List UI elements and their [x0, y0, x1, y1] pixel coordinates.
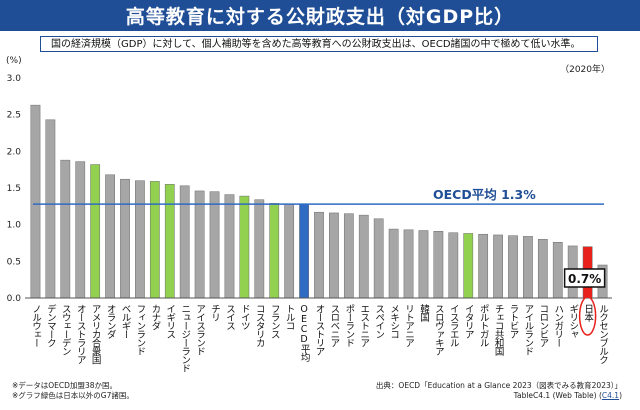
bar-7 — [135, 180, 145, 299]
x-tick-label: スペイン — [373, 304, 385, 338]
bar-9 — [164, 184, 175, 299]
bar-15 — [254, 199, 265, 299]
y-tick-label: 1.0 — [7, 221, 22, 231]
y-tick-label: 2.0 — [7, 147, 22, 157]
footnotes: ※データはOECD加盟38か国。 ※グラフ緑色は日本以外のG7諸国。 — [12, 381, 134, 401]
x-tick-label: コロンビア — [537, 304, 548, 347]
bar-20 — [329, 212, 339, 299]
bar-2 — [60, 159, 71, 299]
x-tick-label: ノルウェー — [30, 304, 42, 347]
x-tick-label: フィンランド — [134, 304, 145, 356]
x-tick-label: デンマーク — [45, 303, 57, 347]
x-tick-label: ルクセンブルク — [597, 304, 609, 364]
x-tick-label: リトアニア — [403, 304, 415, 347]
x-tick-label: イスラエル — [448, 304, 460, 347]
x-tick-label: フランス — [269, 304, 280, 339]
bar-6 — [120, 178, 130, 299]
bar-32 — [508, 235, 518, 299]
bar-1 — [45, 119, 56, 299]
bar-29 — [463, 233, 474, 299]
x-tick-label: 日本 — [582, 304, 594, 323]
x-tick-label: OECD平均 — [299, 304, 311, 363]
bar-0 — [30, 104, 41, 299]
bar-27 — [433, 231, 444, 299]
bar-26 — [418, 230, 429, 299]
x-tick-label: チェコ共和国 — [493, 304, 505, 357]
bar-14 — [239, 195, 250, 299]
bar-5 — [105, 174, 115, 299]
x-tick-label: トルコ — [284, 304, 296, 330]
bar-33 — [523, 236, 533, 299]
bar-24 — [388, 228, 399, 299]
x-tick-label: アメリカ合衆国 — [90, 304, 102, 365]
bar-12 — [209, 191, 220, 299]
table-ref: TableC4.1 (Web Table) — [513, 391, 597, 400]
x-tick-label: ポーランド — [343, 304, 355, 347]
bar-3 — [75, 161, 86, 299]
x-tick-label: ギリシャ — [567, 304, 578, 338]
x-tick-label: オランダ — [105, 304, 117, 339]
source-text: 出典：OECD「Education at a Glance 2023（図表でみる… — [375, 381, 622, 390]
title-bar: 高等教育に対する公財政支出（対GDP比） — [0, 0, 640, 31]
oecd-average-label: OECD平均 1.3% — [433, 187, 536, 202]
x-tick-label: ドイツ — [239, 304, 251, 330]
x-tick-label: スロベニア — [328, 304, 340, 347]
bar-31 — [493, 234, 503, 299]
bar-34 — [537, 239, 548, 299]
source-note: 出典：OECD「Education at a Glance 2023（図表でみる… — [375, 381, 622, 400]
japan-value-label: 0.7% — [568, 272, 601, 286]
x-tick-label: 韓国 — [418, 304, 430, 323]
japan-value-box — [563, 268, 606, 288]
bar-4 — [90, 164, 101, 299]
bar-13 — [224, 194, 235, 299]
y-tick-label: 0.0 — [7, 294, 22, 304]
bar-16 — [269, 203, 280, 299]
table-link[interactable]: C4.1 — [601, 391, 620, 400]
x-tick-label: アイスランド — [194, 304, 206, 356]
x-tick-label: スロヴァキア — [433, 304, 444, 356]
y-tick-label: 2.5 — [7, 111, 21, 121]
bar-23 — [373, 218, 384, 299]
bar-8 — [149, 181, 160, 299]
bar-22 — [358, 214, 369, 299]
x-tick-label: ポルトガル — [478, 304, 490, 347]
japan-highlight-circle — [578, 296, 597, 336]
x-tick-label: スウェーデン — [60, 304, 72, 355]
bar-17 — [284, 203, 295, 299]
bar-19 — [314, 211, 324, 299]
x-tick-label: ハンガリー — [552, 304, 564, 347]
x-tick-label: コスタリカ — [254, 304, 266, 347]
bar-10 — [179, 185, 190, 299]
bar-28 — [448, 232, 459, 299]
x-tick-label: イタリア — [463, 304, 475, 339]
bar-25 — [403, 229, 414, 299]
year-note: （2020年） — [560, 63, 610, 75]
bar-30 — [478, 233, 489, 299]
x-tick-label: アイルランド — [522, 304, 534, 356]
x-tick-label: カナダ — [149, 304, 161, 330]
footnote-data: ※データはOECD加盟38か国。 — [12, 381, 117, 390]
x-tick-label: スイス — [224, 304, 236, 330]
x-tick-label: ラトビア — [508, 304, 519, 339]
x-tick-label: メキシコ — [388, 304, 399, 339]
y-tick-label: 3.0 — [7, 74, 22, 84]
y-tick-label: 0.5 — [7, 257, 21, 267]
x-tick-label: オーストラリア — [75, 304, 87, 364]
x-tick-label: ニュージーランド — [179, 304, 191, 373]
x-tick-label: エストニア — [358, 304, 370, 347]
bar-11 — [194, 190, 205, 299]
bar-21 — [343, 213, 354, 299]
page-title: 高等教育に対する公財政支出（対GDP比） — [125, 6, 515, 28]
y-tick-label: 1.5 — [7, 184, 21, 194]
x-tick-label: チリ — [209, 304, 220, 322]
x-tick-label: ベルギー — [120, 304, 132, 338]
y-axis-label: (%) — [6, 56, 22, 66]
x-tick-label: イギリス — [164, 304, 176, 339]
bar-35 — [552, 242, 563, 299]
x-tick-label: オーストリア — [314, 304, 326, 356]
summary-box: 国の経済規模（GDP）に対して、個人補助等を含めた高等教育への公財政支出は、OE… — [40, 36, 598, 52]
footnote-g7: ※グラフ緑色は日本以外のG7諸国。 — [12, 391, 134, 400]
bar-18 — [299, 203, 309, 299]
